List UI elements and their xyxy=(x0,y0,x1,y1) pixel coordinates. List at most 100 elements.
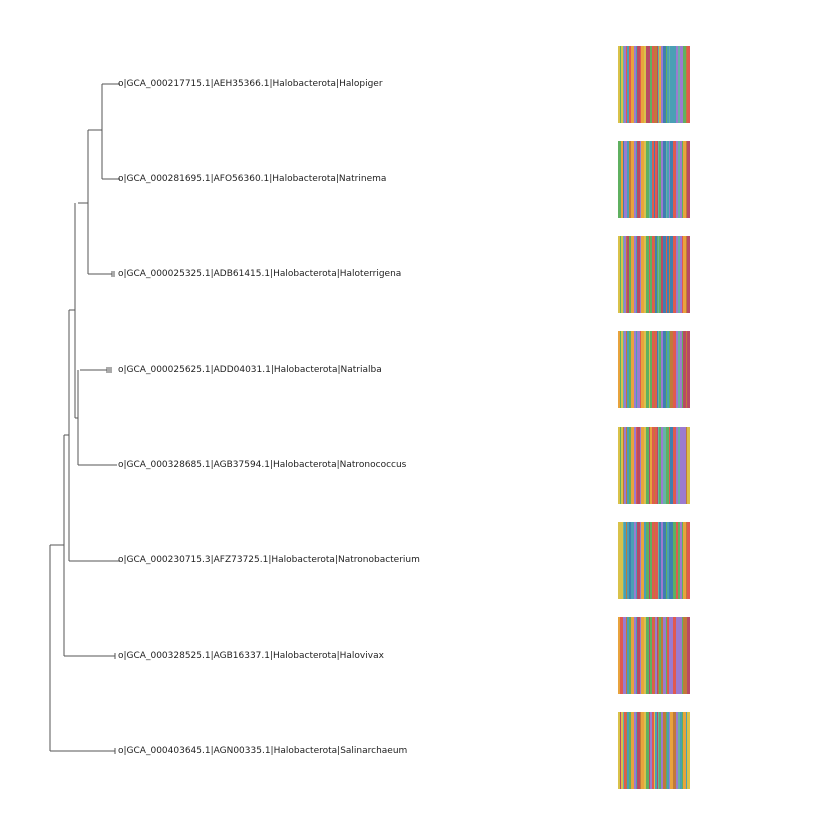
msa-column xyxy=(669,427,670,504)
msa-column xyxy=(687,712,690,789)
msa-column xyxy=(670,522,673,599)
msa-column xyxy=(680,141,682,218)
msa-column xyxy=(680,617,682,694)
msa-column xyxy=(657,236,658,313)
msa-column xyxy=(631,141,634,218)
msa-column xyxy=(634,712,636,789)
msa-column xyxy=(666,141,667,218)
msa-column xyxy=(687,236,690,313)
leaf-label-halovivax: o|GCA_000328525.1|AGB16337.1|Halobactero… xyxy=(118,651,384,661)
msa-column xyxy=(641,522,644,599)
msa-column xyxy=(666,617,667,694)
msa-column xyxy=(670,141,673,218)
msa-column xyxy=(655,522,657,599)
msa-column xyxy=(640,331,641,408)
msa-column xyxy=(634,617,636,694)
msa-column xyxy=(655,617,657,694)
msa-column xyxy=(621,236,623,313)
msa-column xyxy=(641,141,644,218)
msa-column xyxy=(623,712,624,789)
msa-column xyxy=(640,141,641,218)
msa-column xyxy=(629,236,631,313)
msa-column xyxy=(646,522,649,599)
msa-column xyxy=(670,331,673,408)
msa-column xyxy=(682,46,683,123)
msa-column xyxy=(620,427,621,504)
msa-column xyxy=(659,46,661,123)
msa-column xyxy=(666,46,667,123)
msa-block-halovivax xyxy=(618,617,690,694)
msa-column xyxy=(666,427,667,504)
msa-column xyxy=(654,331,655,408)
msa-column xyxy=(687,141,690,218)
msa-column xyxy=(667,427,669,504)
msa-block-salinarchaeum xyxy=(618,712,690,789)
msa-column xyxy=(624,427,626,504)
msa-column xyxy=(658,427,659,504)
msa-column xyxy=(629,522,631,599)
msa-block-haloterrigena xyxy=(618,236,690,313)
msa-column xyxy=(673,236,676,313)
msa-column xyxy=(620,617,621,694)
msa-column xyxy=(670,427,673,504)
msa-column xyxy=(676,141,678,218)
msa-column xyxy=(652,331,654,408)
msa-column xyxy=(646,331,649,408)
msa-column xyxy=(673,522,676,599)
msa-column xyxy=(620,236,621,313)
msa-column xyxy=(680,712,682,789)
msa-column xyxy=(687,617,690,694)
leaf-label-natronobacterium: o|GCA_000230715.3|AFZ73725.1|Halobactero… xyxy=(118,555,420,565)
msa-column xyxy=(661,331,663,408)
msa-column xyxy=(667,712,669,789)
msa-column xyxy=(650,617,652,694)
msa-column xyxy=(669,331,670,408)
msa-column xyxy=(621,522,623,599)
msa-column xyxy=(678,427,680,504)
msa-column xyxy=(644,331,646,408)
msa-column xyxy=(650,522,652,599)
msa-column xyxy=(687,331,690,408)
msa-column xyxy=(654,712,655,789)
msa-column xyxy=(659,331,661,408)
msa-block-halopiger xyxy=(618,46,690,123)
msa-column xyxy=(621,331,623,408)
msa-column xyxy=(644,522,646,599)
msa-column xyxy=(683,46,686,123)
msa-column xyxy=(683,522,686,599)
msa-column xyxy=(686,141,687,218)
msa-column xyxy=(618,141,620,218)
msa-column xyxy=(676,46,678,123)
msa-column xyxy=(661,712,663,789)
msa-column xyxy=(623,331,624,408)
msa-column xyxy=(649,712,650,789)
msa-column xyxy=(687,427,690,504)
msa-column xyxy=(640,46,641,123)
msa-column xyxy=(640,522,641,599)
msa-column xyxy=(682,141,683,218)
msa-block-natrialba xyxy=(618,331,690,408)
msa-column xyxy=(682,712,683,789)
msa-column xyxy=(655,712,657,789)
msa-column xyxy=(646,427,649,504)
msa-column xyxy=(655,141,657,218)
msa-column xyxy=(646,712,649,789)
msa-column xyxy=(627,427,629,504)
msa-column xyxy=(641,427,644,504)
msa-column xyxy=(618,331,620,408)
msa-column xyxy=(678,617,680,694)
msa-column xyxy=(667,236,669,313)
msa-block-natrinema xyxy=(618,141,690,218)
msa-column xyxy=(661,617,663,694)
msa-column xyxy=(641,617,644,694)
msa-column xyxy=(652,712,654,789)
msa-column xyxy=(624,236,626,313)
msa-column xyxy=(673,617,676,694)
msa-column xyxy=(687,46,690,123)
msa-column xyxy=(683,427,686,504)
msa-column xyxy=(629,331,631,408)
msa-column xyxy=(627,712,629,789)
msa-column xyxy=(629,141,631,218)
msa-column xyxy=(626,331,627,408)
msa-column xyxy=(620,46,621,123)
